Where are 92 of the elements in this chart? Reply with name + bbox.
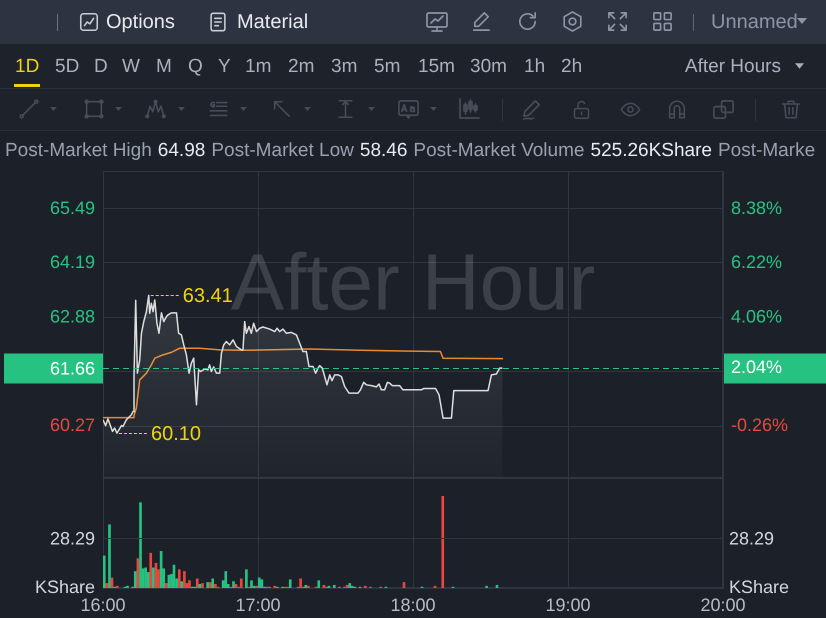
bar [139, 502, 142, 588]
text: 5D [55, 56, 80, 77]
bar [152, 568, 155, 588]
text: 5m [374, 56, 400, 77]
bar [134, 571, 137, 588]
bar [198, 584, 202, 588]
bar [172, 564, 176, 588]
bar [211, 578, 214, 588]
bar [496, 584, 498, 588]
text: 28.29 [729, 528, 774, 548]
bar [110, 578, 114, 588]
y-tick-label: 65.49 [50, 198, 95, 218]
bar [258, 578, 261, 588]
bar [245, 569, 248, 588]
bar [240, 578, 243, 588]
x-tick-label: 19:00 [545, 594, 591, 615]
bar [250, 580, 253, 588]
bar [154, 562, 158, 588]
bar [317, 580, 320, 588]
annotation: 63.41 [182, 285, 233, 308]
bar [208, 582, 212, 588]
bar [346, 584, 348, 588]
bar [160, 551, 162, 588]
text: 28.29 [50, 528, 95, 548]
y-tick-label: 60.27 [50, 414, 95, 435]
y2-tick-label: 8.38% [731, 198, 782, 218]
text: Options [106, 11, 175, 33]
text: After Hours [684, 56, 781, 77]
bar [180, 581, 184, 588]
text: 1m [245, 56, 272, 77]
bar [136, 558, 140, 588]
bar [108, 524, 111, 588]
x-tick-label: 16:00 [80, 594, 126, 615]
text: 3m [331, 56, 358, 77]
bar [299, 578, 302, 588]
text: 1D [15, 56, 40, 77]
bar [332, 584, 336, 588]
text: 58.46 [360, 140, 408, 161]
text: Unnamed [711, 11, 798, 33]
text: W [122, 56, 140, 77]
text: Post-Marke [718, 140, 816, 161]
bar [232, 581, 235, 588]
bar [168, 574, 170, 588]
text: Material [237, 11, 308, 33]
x-tick-label: 18:00 [390, 594, 436, 615]
x-tick-label: 20:00 [700, 594, 746, 615]
text: 2h [561, 56, 582, 77]
bar [260, 579, 264, 588]
text: M [156, 56, 172, 77]
bar [164, 583, 168, 588]
bar [188, 580, 191, 588]
ref-line-label: 61.66 [50, 358, 95, 378]
bar [178, 569, 181, 588]
text: Y [218, 56, 231, 77]
y2-tick-label: -0.26% [731, 414, 788, 435]
y2-tick-label: 6.22% [731, 252, 782, 272]
bar [144, 568, 147, 588]
text: Post-Market High [5, 140, 152, 161]
text: Q [188, 56, 203, 77]
bar [402, 582, 406, 588]
x-tick-label: 17:00 [235, 594, 281, 615]
y-tick-label: 62.88 [50, 306, 95, 326]
text: D [94, 56, 108, 77]
bar [224, 571, 228, 588]
bar [304, 584, 308, 588]
y-axis-title: KShare [34, 576, 95, 597]
bar [234, 584, 238, 588]
text: 30m [470, 56, 507, 77]
text: 64.98 [158, 140, 206, 161]
bar [441, 496, 444, 588]
text: 15m [418, 56, 455, 77]
y2-tick-label: 2.04% [731, 357, 782, 378]
bar [214, 584, 217, 588]
bar [106, 583, 108, 588]
y2-axis-title: KShare [729, 576, 790, 597]
bar [206, 582, 209, 588]
text: Post-Market Volume [413, 140, 584, 161]
bar [196, 578, 199, 588]
bar [149, 552, 152, 588]
text: 525.26KShare [590, 140, 712, 161]
bar [288, 579, 292, 588]
bar [201, 583, 204, 588]
text: Post-Market Low [211, 140, 354, 161]
annotation: 60.10 [150, 423, 202, 446]
text: 2m [288, 56, 314, 77]
bar [322, 584, 326, 588]
bar [348, 583, 352, 588]
text: 1h [524, 56, 546, 77]
y2-tick-label: 4.06% [731, 306, 782, 326]
bar [183, 571, 186, 588]
bar [103, 556, 106, 588]
y-tick-label: 64.19 [50, 252, 95, 272]
